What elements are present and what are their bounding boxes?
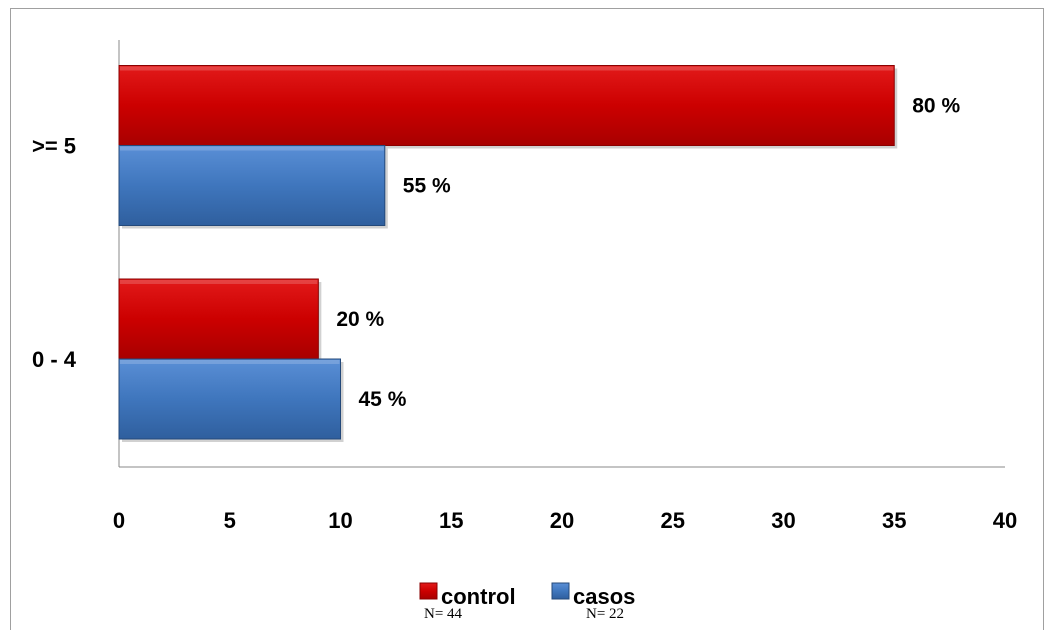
axes: 0 5 10 15 20 25 30 35 40 >= 5 0 - 4: [32, 40, 1017, 533]
bar-highlight: [120, 66, 894, 71]
legend-note-casos: N= 22: [586, 606, 624, 622]
y-tick-label: 0 - 4: [32, 347, 77, 372]
bar-highlight: [120, 280, 318, 284]
data-label: 45 %: [359, 388, 407, 411]
data-label: 80 %: [912, 95, 960, 118]
x-tick-label: 15: [439, 508, 463, 533]
legend-label-casos: casos: [573, 584, 635, 609]
x-tick-label: 30: [771, 508, 795, 533]
bar-casos: [118, 145, 386, 226]
y-tick-label: >= 5: [32, 134, 76, 159]
legend-swatch-control: [419, 582, 438, 600]
bar-highlight: [120, 146, 384, 151]
legend-label-control: control: [441, 584, 516, 609]
legend-note-control: N= 44: [424, 606, 463, 622]
x-tick-label: 10: [328, 508, 352, 533]
x-tick-label: 20: [550, 508, 574, 533]
x-tick-label: 25: [661, 508, 685, 533]
x-tick-label: 0: [113, 508, 125, 533]
data-label: 20 %: [336, 308, 384, 331]
bar-control: [118, 65, 895, 146]
bar-casos: [118, 358, 341, 440]
chart-frame: [10, 8, 1044, 630]
x-tick-label: 5: [224, 508, 236, 533]
bar-control: [118, 278, 319, 360]
data-label: 55 %: [403, 175, 451, 198]
bars: [118, 65, 898, 442]
legend-swatch-casos: [551, 582, 570, 600]
bar-highlight: [120, 360, 340, 364]
labels: 80 % 55 % 20 % 45 %: [336, 95, 960, 412]
x-tick-label: 40: [993, 508, 1017, 533]
x-tick-label: 35: [882, 508, 906, 533]
